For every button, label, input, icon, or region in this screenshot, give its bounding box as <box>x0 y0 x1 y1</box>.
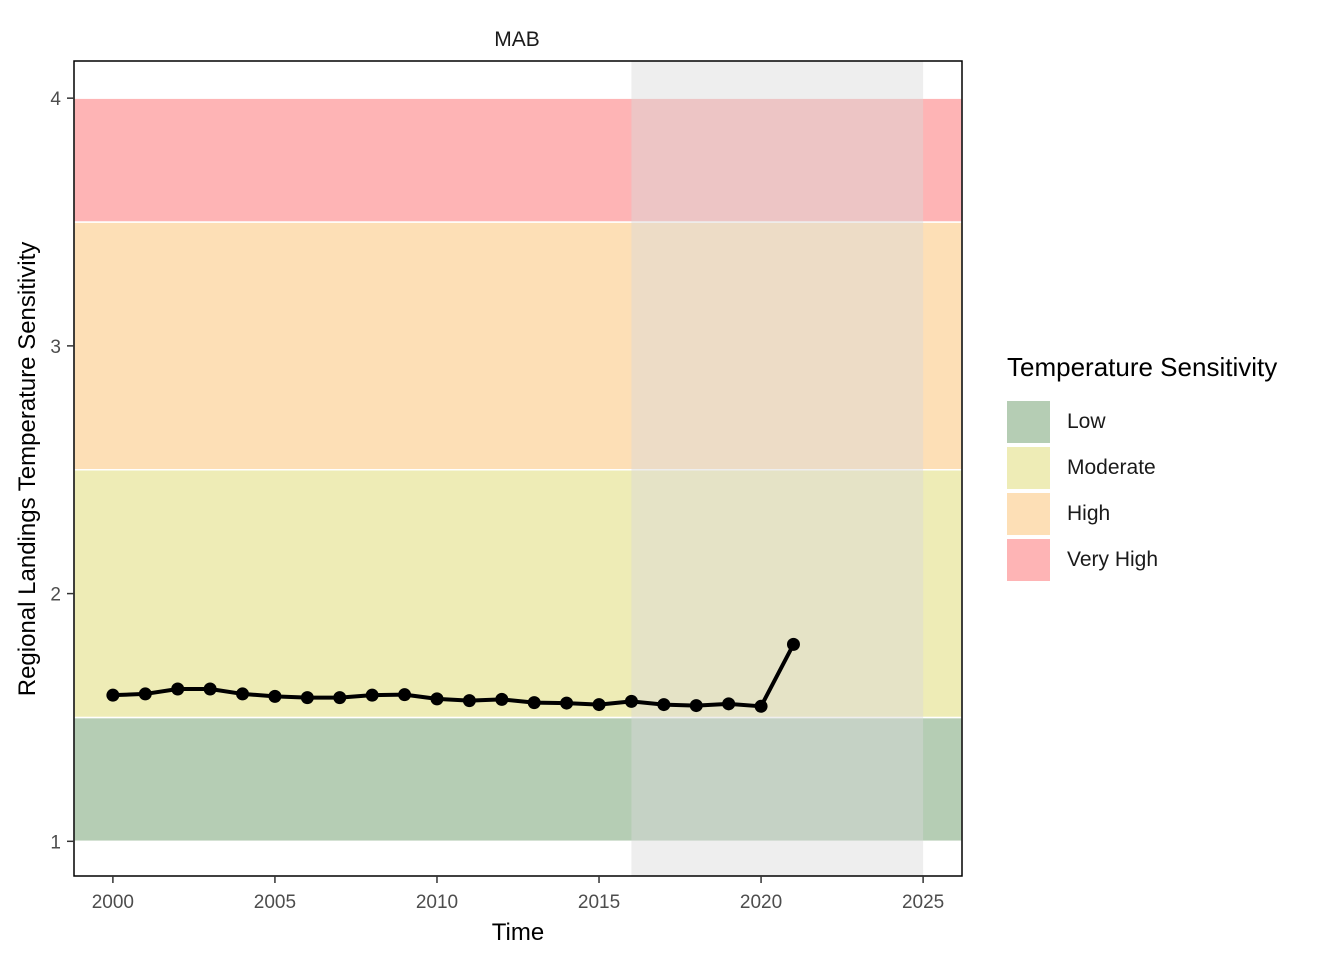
legend-label-moderate: Moderate <box>1067 456 1156 479</box>
series-line <box>112 643 796 709</box>
x-tick-label-2015: 2015 <box>578 892 620 913</box>
legend-item-low: Low <box>1007 399 1277 445</box>
y-axis: 1 2 3 4 <box>50 89 74 853</box>
legend-title: Temperature Sensitivity <box>1007 352 1278 382</box>
data-point-2015 <box>592 698 606 712</box>
data-point-2008 <box>365 688 379 702</box>
series-layer <box>106 637 800 713</box>
legend-item-high: High <box>1007 491 1277 537</box>
data-point-2021 <box>786 637 800 651</box>
legend-label-low: Low <box>1067 410 1106 433</box>
data-point-2007 <box>333 691 347 705</box>
data-point-2001 <box>138 687 152 701</box>
y-axis-label: Regional Landings Temperature Sensitivit… <box>14 242 41 697</box>
sensitivity-bands <box>73 97 963 843</box>
data-point-2003 <box>203 682 217 696</box>
band-very-high <box>73 97 963 223</box>
chart-title: MAB <box>494 28 540 51</box>
data-point-2010 <box>430 692 444 706</box>
data-point-2009 <box>398 688 412 702</box>
x-tick-label-2010: 2010 <box>416 892 458 913</box>
legend: Temperature Sensitivity Low Moderate Hig… <box>1007 352 1277 583</box>
data-point-2011 <box>462 694 476 708</box>
data-point-2005 <box>268 689 282 703</box>
data-point-2012 <box>495 692 509 706</box>
data-point-2013 <box>527 696 541 710</box>
legend-item-very-high: Very High <box>1007 537 1277 583</box>
y-tick-label-3: 3 <box>50 337 61 358</box>
y-tick-label-4: 4 <box>50 89 61 110</box>
x-tick-label-2000: 2000 <box>92 892 134 913</box>
x-tick-label-2005: 2005 <box>254 892 296 913</box>
y-tick-label-2: 2 <box>50 585 61 606</box>
data-point-2014 <box>560 696 574 710</box>
data-point-2020 <box>754 699 768 713</box>
data-point-2000 <box>106 688 120 702</box>
legend-item-moderate: Moderate <box>1007 445 1277 491</box>
x-axis-label: Time <box>492 919 544 946</box>
data-point-2004 <box>236 687 250 701</box>
legend-swatch-moderate <box>1007 447 1050 489</box>
legend-label-very-high: Very High <box>1067 548 1159 571</box>
x-tick-label-2025: 2025 <box>902 892 944 913</box>
data-point-2006 <box>300 691 314 705</box>
x-tick-label-2020: 2020 <box>740 892 782 913</box>
data-point-2019 <box>722 697 736 711</box>
data-point-2016 <box>624 694 638 708</box>
plot-border <box>73 60 963 877</box>
data-point-2018 <box>689 699 703 713</box>
data-point-2002 <box>171 682 185 696</box>
data-point-2017 <box>657 698 671 712</box>
legend-swatch-high <box>1007 493 1050 535</box>
band-moderate <box>73 468 963 719</box>
legend-label-high: High <box>1067 502 1111 525</box>
legend-swatch-low <box>1007 401 1050 443</box>
y-tick-label-1: 1 <box>50 832 61 853</box>
x-axis: 2000 2005 2010 2015 2020 2025 <box>92 876 944 913</box>
legend-swatch-very-high <box>1007 539 1050 581</box>
shaded-region <box>631 61 924 876</box>
